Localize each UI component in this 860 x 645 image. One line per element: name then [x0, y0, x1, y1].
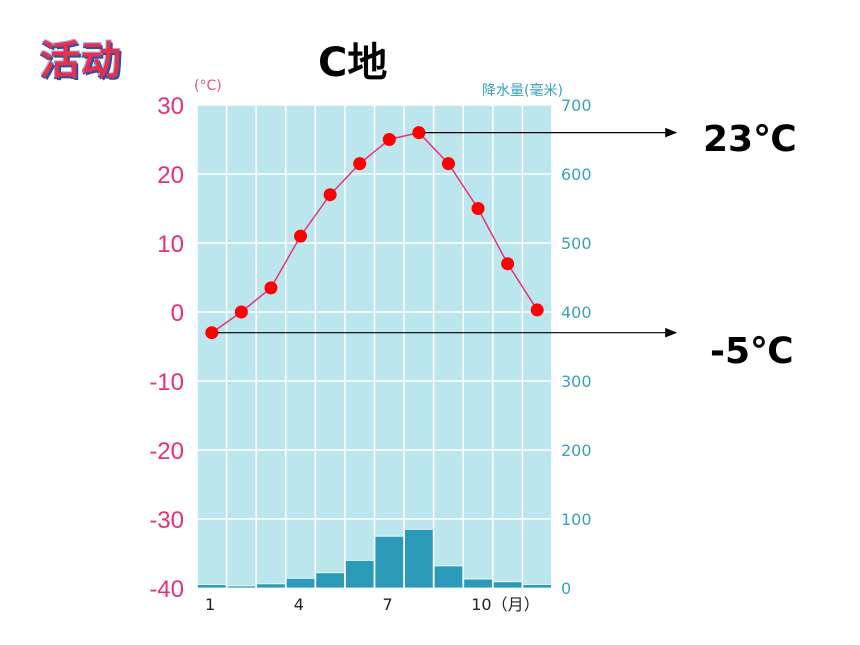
precipitation-bar	[226, 585, 257, 589]
temperature-point	[353, 157, 367, 171]
precipitation-tick-label: 100	[561, 510, 592, 529]
precipitation-unit-label: 降水量(毫米)	[482, 83, 563, 99]
precipitation-tick-label: 400	[561, 303, 592, 322]
temperature-point	[323, 188, 337, 202]
precipitation-tick-label: 300	[561, 372, 592, 391]
temperature-point	[412, 126, 426, 140]
temperature-point	[264, 281, 278, 295]
precipitation-tick-label: 500	[561, 234, 592, 253]
temperature-tick-label: -30	[149, 507, 184, 534]
temperature-tick-label: -40	[149, 576, 184, 603]
precipitation-bar	[492, 581, 523, 589]
precipitation-bar	[374, 535, 404, 589]
precipitation-bar	[315, 572, 345, 589]
precipitation-bar	[345, 560, 375, 589]
precipitation-bar	[522, 584, 552, 589]
temperature-tick-label: -20	[149, 438, 184, 465]
temperature-point	[441, 157, 455, 171]
temperature-point	[501, 257, 515, 271]
activity-badge: 活动	[40, 38, 122, 84]
temperature-tick-label: -10	[149, 369, 184, 396]
precipitation-bar	[433, 565, 464, 589]
precipitation-bar	[404, 528, 434, 589]
month-tick-label: 10（月）	[471, 595, 539, 614]
precipitation-tick-label: 600	[561, 165, 592, 184]
month-tick-label: 7	[383, 595, 393, 614]
temperature-point	[471, 202, 485, 215]
temperature-tick-label: 20	[157, 162, 184, 189]
annotation-label: -5℃	[710, 330, 794, 372]
precipitation-bar	[285, 577, 316, 589]
precipitation-tick-label: 0	[561, 579, 571, 598]
temperature-point	[234, 305, 248, 319]
temperature-unit-label: (°C)	[194, 78, 222, 94]
temperature-point	[530, 303, 544, 317]
month-tick-label: 1	[205, 595, 215, 614]
precipitation-tick-label: 200	[561, 441, 592, 460]
temperature-tick-label: 30	[157, 93, 184, 120]
precipitation-bar	[463, 578, 493, 589]
precipitation-tick-label: 700	[561, 96, 592, 115]
precipitation-bar	[256, 583, 286, 589]
precipitation-bar	[197, 584, 227, 589]
temperature-tick-label: 10	[157, 231, 184, 258]
annotation-label: 23℃	[703, 118, 797, 160]
temperature-point	[205, 326, 219, 340]
chart-title: C地	[318, 40, 388, 86]
temperature-point	[382, 133, 396, 146]
month-tick-label: 4	[294, 595, 304, 614]
temperature-point	[294, 229, 308, 243]
temperature-tick-label: 0	[171, 300, 184, 327]
